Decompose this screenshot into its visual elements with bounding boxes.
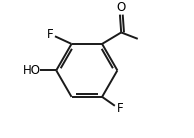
Text: HO: HO <box>23 64 40 77</box>
Text: O: O <box>117 1 126 14</box>
Text: F: F <box>47 29 53 42</box>
Text: F: F <box>117 102 123 115</box>
